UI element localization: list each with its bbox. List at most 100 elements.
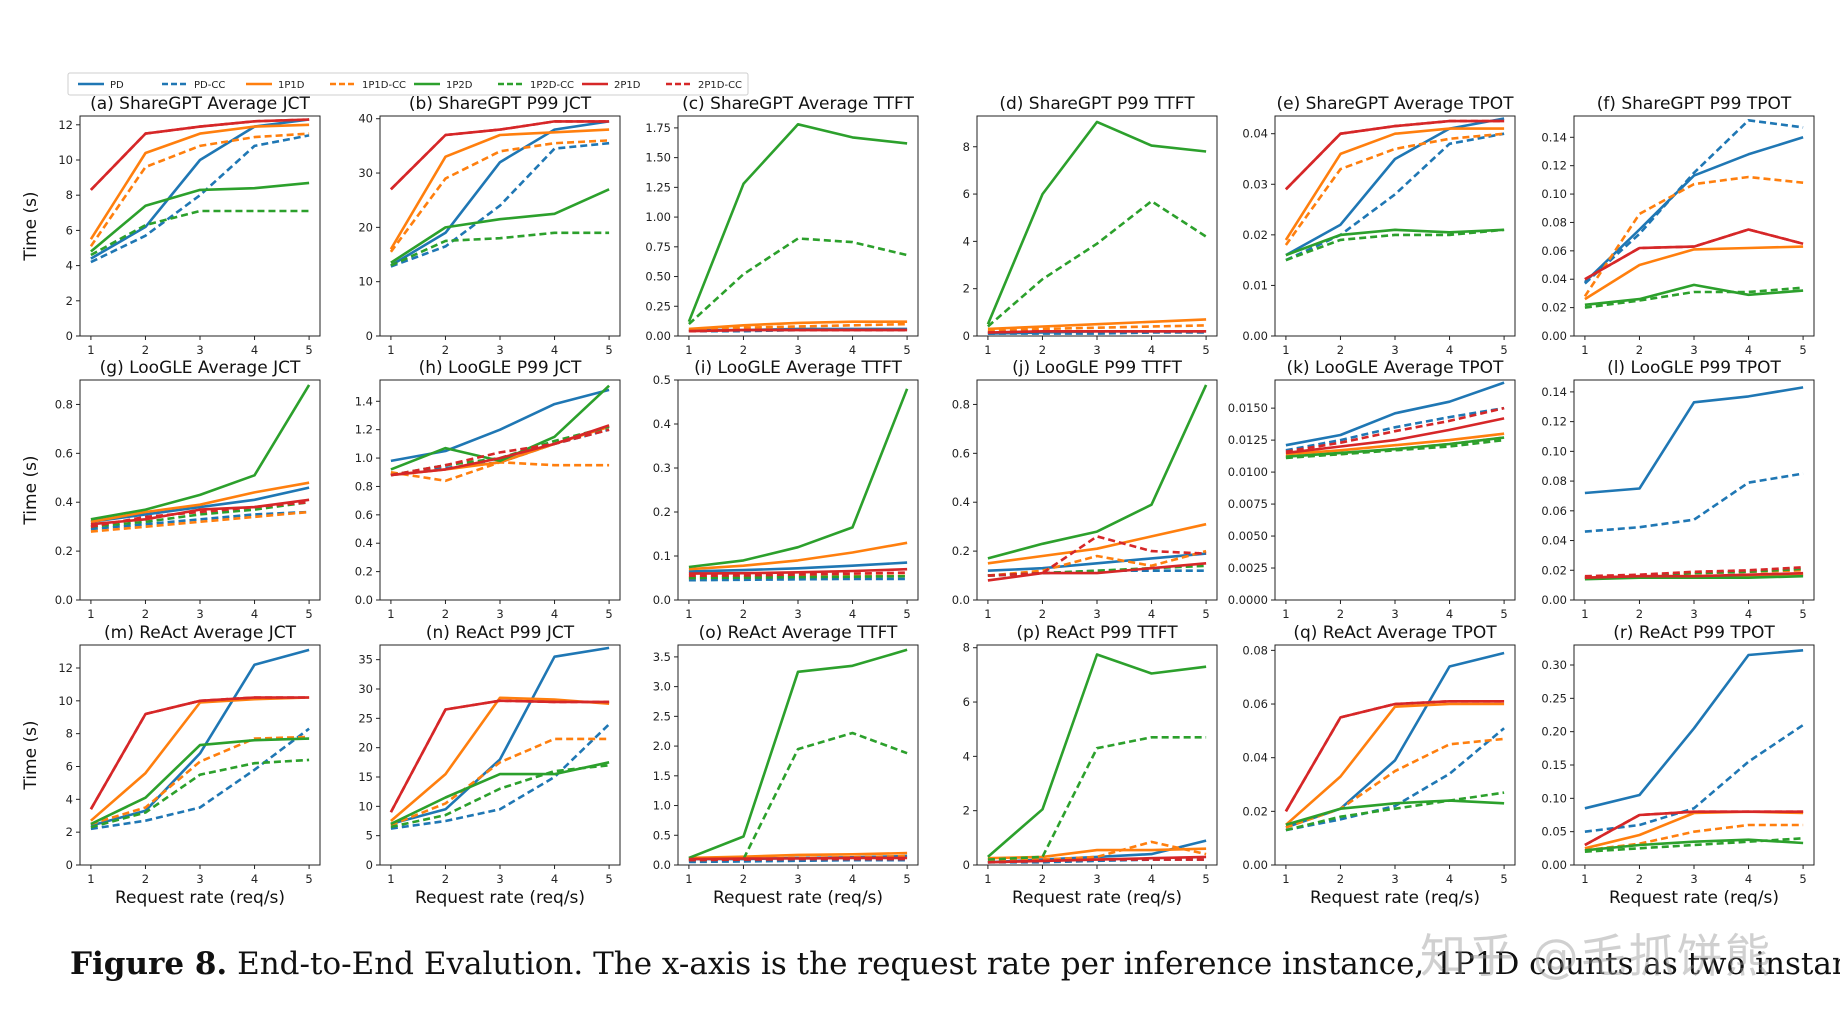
series-line-pd-cc [1285,132,1505,262]
y-tick-label: 2 [963,282,970,296]
x-tick-label: 2 [1337,607,1344,621]
x-tick-label: 1 [1282,343,1289,357]
x-tick-label: 3 [196,872,203,886]
x-tick-label: 5 [605,872,612,886]
y-tick-label: 0.04 [1242,127,1268,141]
series-line-1p2d [90,384,311,521]
y-tick-label: 0.0 [653,593,671,607]
series-line-pd-cc [390,141,610,268]
y-tick-label: 1.5 [653,769,671,783]
y-tick-label: 0.08 [1242,643,1268,657]
legend-label: PD [110,80,124,91]
y-tick-label: 5 [366,829,373,843]
x-axis-label: Request rate (req/s) [1310,888,1480,908]
series-line-1p2d-cc [1285,791,1505,832]
series-line-1p2d [987,653,1207,858]
y-tick-label: 0.1 [653,549,671,563]
series-line-2p1d-cc [1584,228,1804,281]
x-tick-label: 1 [87,607,94,621]
y-tick-label: 0.00 [1541,593,1567,607]
plot-frame [1274,115,1516,337]
series-group [390,384,610,483]
subplot-title: (r) ReAct P99 TPOT [1613,623,1775,643]
series-line-pd-cc [688,858,908,864]
x-tick-label: 4 [251,872,258,886]
x-tick-label: 3 [196,343,203,357]
y-tick-label: 0.08 [1541,215,1567,229]
series-line-2p1d [389,120,610,191]
y-tick-label: 0.12 [1541,159,1567,173]
series-line-1p1d [89,123,310,240]
series-line-1p1d [688,541,908,571]
subplot: (o) ReAct Average TTFT 0.0 0.5 1.0 1.5 2.0 2.5… [653,623,919,908]
x-tick-label: 1 [685,607,692,621]
x-tick-label: 3 [1093,343,1100,357]
x-tick-label: 3 [1690,607,1697,621]
y-tick-label: 0.14 [1541,385,1567,399]
x-axis-label: Request rate (req/s) [1609,888,1779,908]
series-line-1p2d-cc [1285,228,1505,262]
subplot-title: (i) LooGLE Average TTFT [694,358,902,378]
y-tick-label: 0.20 [1541,725,1567,739]
y-tick-label: 0.0025 [1228,561,1268,575]
y-tick-label: 0.0050 [1228,529,1268,543]
x-tick-label: 1 [685,872,692,886]
subplot-title: (c) ShareGPT Average TTFT [682,94,914,114]
y-tick-label: 0.15 [1541,758,1567,772]
x-tick-label: 2 [740,607,747,621]
y-tick-label: 0.02 [1242,804,1268,818]
y-tick-label: 0.12 [1541,415,1567,429]
y-tick-label: 0.02 [1541,301,1567,315]
y-tick-label: 6 [963,695,970,709]
series-line-1p1d-cc [688,574,908,580]
legend-label: 1P2D [446,80,473,91]
plot-frame [379,115,621,337]
series-line-2p1d-cc [987,858,1207,864]
series-group [89,118,310,264]
series-line-2p1d-cc [1284,119,1505,191]
y-tick-label: 0.04 [1242,751,1268,765]
series-group [987,384,1208,582]
x-tick-label: 3 [1391,607,1398,621]
y-tick-label: 30 [358,682,373,696]
x-tick-label: 5 [1799,872,1806,886]
figure-caption: Figure 8. End-to-End Evalution. The x-ax… [70,946,1840,982]
series-line-1p2d-cc [90,209,310,257]
subplot: (k) LooGLE Average TPOT 0.0000 0.0025 0.005… [1228,358,1516,621]
x-tick-label: 1 [685,343,692,357]
plot-frame [79,379,321,601]
y-tick-label: 0 [66,858,73,872]
x-tick-label: 2 [740,872,747,886]
subplot: (i) LooGLE Average TTFT 0.0 0.1 0.2 0.3 0.4 0.… [653,358,919,621]
subplot: (h) LooGLE P99 JCT 0.0 0.2 0.4 0.6 0.8 1.0 1.2 1… [355,358,621,621]
x-tick-label: 4 [251,607,258,621]
caption-label: Figure 8. [70,946,228,982]
series-line-pd [1584,649,1804,810]
y-tick-label: 0.00 [1541,329,1567,343]
plot-frame [976,644,1218,866]
legend-item: 1P1D-CC [330,80,406,91]
series-group [687,123,908,333]
series-line-1p2d-cc [90,758,310,829]
y-tick-label: 0.8 [355,479,373,493]
x-tick-label: 4 [251,343,258,357]
y-tick-label: 0 [963,858,970,872]
y-tick-label: 0.01 [1242,278,1268,292]
y-tick-label: 1.00 [645,210,671,224]
y-tick-label: 2 [66,294,73,308]
y-tick-label: 4 [963,749,970,763]
y-tick-label: 0.04 [1541,272,1567,286]
caption-text: End-to-End Evalution. The x-axis is the … [227,946,1840,982]
y-tick-label: 20 [358,741,373,755]
series-line-pd [688,561,908,573]
series-line-pd-cc [1584,119,1804,285]
x-tick-label: 1 [984,607,991,621]
series-line-1p1d [90,481,310,524]
series-group [987,653,1207,864]
subplot: (g) LooGLE Average JCT 0.0 0.2 0.4 0.6 0.8 1 2 3… [21,358,321,621]
y-tick-label: 0.4 [55,495,73,509]
legend-item: 1P1D [246,80,305,91]
x-tick-label: 2 [1636,872,1643,886]
